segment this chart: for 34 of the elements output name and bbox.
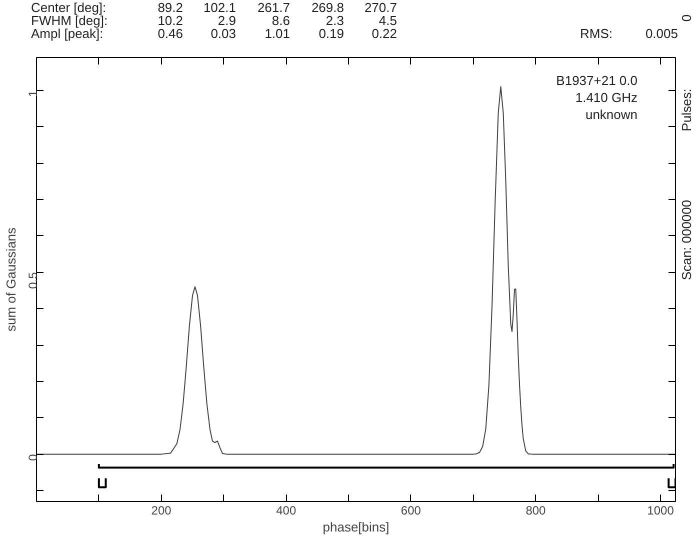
text: 261.7 [257,0,290,15]
x-tick-label: 600 [400,504,422,518]
text: 0.22 [372,26,397,41]
x-tick-label: 200 [151,504,172,518]
text: Pulses: [679,88,694,132]
y-axis-title: sum of Gaussians [4,226,18,332]
text: 8.6 [272,13,290,28]
text: RMS: [580,26,612,41]
annotation: B1937+21 0.0 [556,73,638,88]
text: 270.7 [364,0,397,15]
annotation: unknown [585,107,638,122]
text: Center [deg]: [31,0,106,15]
text: 2.3 [326,13,344,28]
x-axis-title: phase[bins] [322,520,390,534]
text: 0.03 [210,26,236,41]
y-tick-label: 1 [26,90,40,97]
text: 0.46 [158,26,183,41]
x-tick-label: 400 [276,504,296,518]
text: 269.8 [311,0,344,15]
text: 102.1 [203,0,236,15]
annotation: 1.410 GHz [575,90,638,105]
text: 0.005 [645,26,678,41]
text: 4.5 [378,13,397,28]
text: Scan: 000000 [679,200,694,280]
y-tick-label: 0.5 [26,272,40,289]
text: 0 [679,14,694,22]
text: 0.19 [318,26,344,41]
text: 1.01 [264,26,290,41]
x-tick-label: 800 [526,504,546,518]
text: 10.2 [158,13,183,28]
x-tick-label: 1000 [647,504,674,518]
text: 2.9 [218,13,236,28]
text: 89.2 [158,0,183,15]
y-tick-label: 0 [26,454,40,461]
